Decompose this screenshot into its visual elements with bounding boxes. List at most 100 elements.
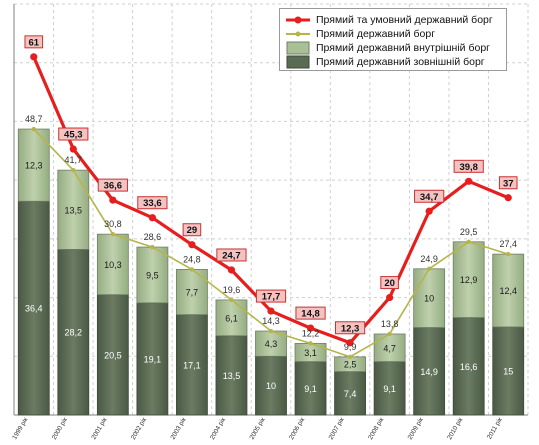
point-total-debt bbox=[109, 196, 117, 204]
bar-internal bbox=[255, 330, 287, 357]
legend-swatch-external-debt bbox=[286, 55, 310, 69]
x-tick-label: 2005 рік bbox=[248, 416, 267, 441]
x-tick-label: 2011 рік bbox=[485, 416, 504, 441]
point-direct-debt bbox=[110, 231, 116, 237]
point-total-debt bbox=[227, 266, 236, 274]
bar-internal bbox=[452, 241, 485, 318]
bar-internal-label: 13,5 bbox=[65, 205, 83, 215]
bar-external-label: 28,2 bbox=[65, 328, 83, 338]
total-debt-label-box bbox=[414, 189, 445, 203]
total-debt-label: 61 bbox=[28, 37, 39, 48]
x-tick-label: 2003 рік bbox=[169, 416, 188, 441]
bar-external bbox=[215, 335, 248, 416]
total-debt-label: 24,7 bbox=[222, 250, 241, 261]
bar-external bbox=[334, 371, 366, 416]
bar-external-label: 7,4 bbox=[344, 389, 357, 399]
bar-internal-label: 9,5 bbox=[146, 270, 159, 280]
bar-external-label: 9,1 bbox=[383, 384, 396, 394]
x-tick-label: 2009 рік bbox=[406, 416, 425, 441]
bar-external-label: 15 bbox=[503, 366, 513, 376]
bar-internal bbox=[492, 253, 525, 328]
point-direct-debt bbox=[189, 267, 195, 272]
bar-external-label: 20,5 bbox=[104, 350, 122, 360]
bar-external bbox=[492, 326, 525, 416]
total-debt-label-box bbox=[453, 159, 484, 173]
point-total-debt bbox=[386, 293, 394, 302]
point-direct-debt bbox=[387, 331, 392, 337]
x-tick-label: 1999 рік bbox=[10, 416, 29, 441]
point-direct-debt bbox=[229, 297, 234, 303]
total-debt-label: 14,8 bbox=[301, 309, 320, 320]
point-total-debt bbox=[188, 241, 196, 249]
point-direct-debt bbox=[506, 251, 511, 257]
direct-debt-label: 24,8 bbox=[183, 254, 201, 264]
point-direct-debt bbox=[466, 239, 471, 244]
bar-internal bbox=[57, 169, 90, 250]
total-debt-label: 37 bbox=[503, 178, 514, 189]
total-debt-label-box bbox=[498, 176, 518, 190]
point-total-debt bbox=[504, 194, 512, 202]
point-total-debt bbox=[346, 339, 354, 347]
bar-external bbox=[57, 249, 90, 416]
total-debt-label-box bbox=[58, 127, 89, 141]
total-debt-label-box bbox=[216, 248, 247, 262]
bar-internal-label: 3,1 bbox=[304, 348, 317, 358]
total-debt-label: 20 bbox=[384, 278, 395, 289]
bar-external-label: 14,9 bbox=[420, 367, 438, 377]
point-total-debt bbox=[69, 145, 77, 153]
bar-external-label: 16,6 bbox=[460, 362, 478, 372]
bar-internal-label: 6,1 bbox=[225, 313, 238, 323]
bar-external bbox=[452, 317, 485, 416]
legend-swatch-direct-debt bbox=[286, 31, 310, 37]
x-tick-label: 2000 рік bbox=[50, 416, 69, 441]
point-total-debt bbox=[30, 53, 38, 61]
bar-external-label: 19,1 bbox=[144, 354, 162, 364]
x-tick-label: 2002 рік bbox=[129, 416, 148, 441]
bar-external-label: 17,1 bbox=[183, 360, 201, 370]
direct-debt-label: 13,8 bbox=[381, 319, 399, 329]
point-direct-debt bbox=[308, 341, 313, 346]
point-direct-debt bbox=[347, 354, 353, 360]
bar-internal-label: 2,5 bbox=[344, 360, 357, 370]
total-debt-label-box bbox=[97, 178, 128, 192]
bar-external bbox=[413, 327, 446, 416]
bar-internal-label: 10,3 bbox=[104, 260, 122, 270]
x-tick-label: 2004 рік bbox=[208, 416, 227, 441]
x-tick-label: 2010 рік bbox=[445, 416, 464, 441]
bar-internal bbox=[136, 246, 169, 304]
bar-internal bbox=[17, 128, 50, 202]
total-debt-label: 36,6 bbox=[104, 181, 123, 192]
total-debt-label: 33,6 bbox=[143, 198, 162, 209]
x-tick-label: 2001 рік bbox=[90, 416, 109, 441]
direct-debt-label: 28,6 bbox=[144, 232, 162, 242]
legend-label-direct-debt: Прямий державний борг bbox=[316, 28, 436, 40]
total-debt-label: 39,8 bbox=[459, 162, 478, 173]
legend-label-external-debt: Прямий державний зовнішній борг bbox=[316, 56, 485, 68]
direct-debt-label: 19,6 bbox=[223, 285, 241, 295]
direct-debt-label: 14,3 bbox=[262, 316, 280, 326]
direct-debt-label: 41,7 bbox=[65, 155, 83, 165]
total-debt-label: 17,7 bbox=[262, 292, 281, 303]
bar-internal-label: 10 bbox=[424, 294, 434, 304]
bar-internal-label: 4,3 bbox=[265, 339, 278, 349]
lines bbox=[30, 53, 512, 360]
total-debt-label: 45,3 bbox=[64, 130, 83, 141]
total-debt-label-box bbox=[24, 35, 44, 49]
bar-external bbox=[255, 355, 287, 416]
bar-external bbox=[17, 200, 50, 416]
total-debt-label-box bbox=[380, 276, 399, 290]
bar-external bbox=[176, 314, 208, 416]
point-direct-debt bbox=[150, 244, 155, 250]
legend-swatch-total-debt bbox=[286, 16, 310, 24]
bar-internal-label: 12,9 bbox=[460, 275, 478, 285]
point-direct-debt bbox=[426, 266, 432, 272]
point-direct-debt bbox=[268, 328, 274, 334]
point-total-debt bbox=[267, 307, 275, 315]
bar-external-label: 13,5 bbox=[223, 371, 241, 381]
total-debt-label-box bbox=[295, 306, 326, 320]
bar-external bbox=[294, 361, 327, 416]
total-debt-label: 29 bbox=[187, 225, 198, 236]
x-tick-label: 2006 рік bbox=[287, 416, 306, 441]
point-total-debt bbox=[306, 324, 315, 332]
legend-label-total-debt: Прямий та умовний державний борг bbox=[316, 14, 493, 26]
